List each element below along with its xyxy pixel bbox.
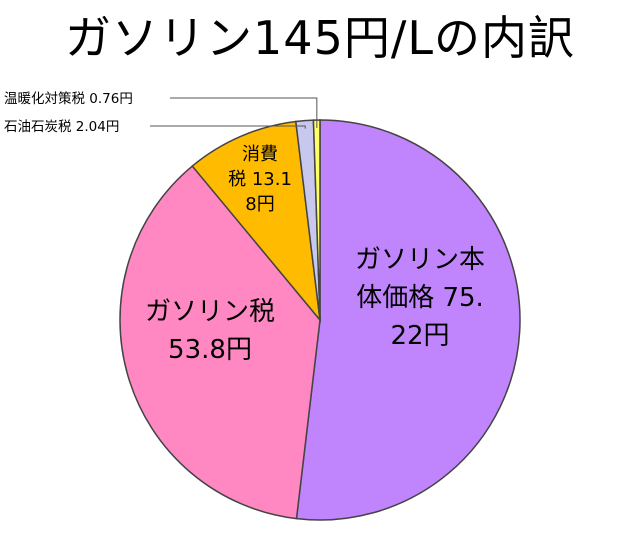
- slice-label-4: 温暖化対策税 0.76円: [4, 90, 133, 107]
- leader-line-3: [150, 125, 306, 129]
- slice-label-3: 石油石炭税 2.04円: [4, 119, 119, 135]
- slice-label-0: ガソリン本体価格 75. 22円: [355, 245, 485, 351]
- slice-label-1: ガソリン税 53.8円: [145, 297, 275, 365]
- chart-title: ガソリン145円/Lの内訳: [65, 11, 575, 65]
- pie-slices: [119, 119, 521, 521]
- pie-slice-0: [295, 119, 521, 521]
- pie-slice-1: [119, 165, 321, 520]
- slice-label-2: 消費税 13.1 8円: [228, 144, 292, 215]
- pie-labels: ガソリン本体価格 75. 22円 ガソリン税 53.8円 消費税 13.1 8円 石油石炭税…: [4, 90, 485, 365]
- pie-slice-2: [191, 120, 322, 323]
- leader-line-4: [170, 97, 318, 129]
